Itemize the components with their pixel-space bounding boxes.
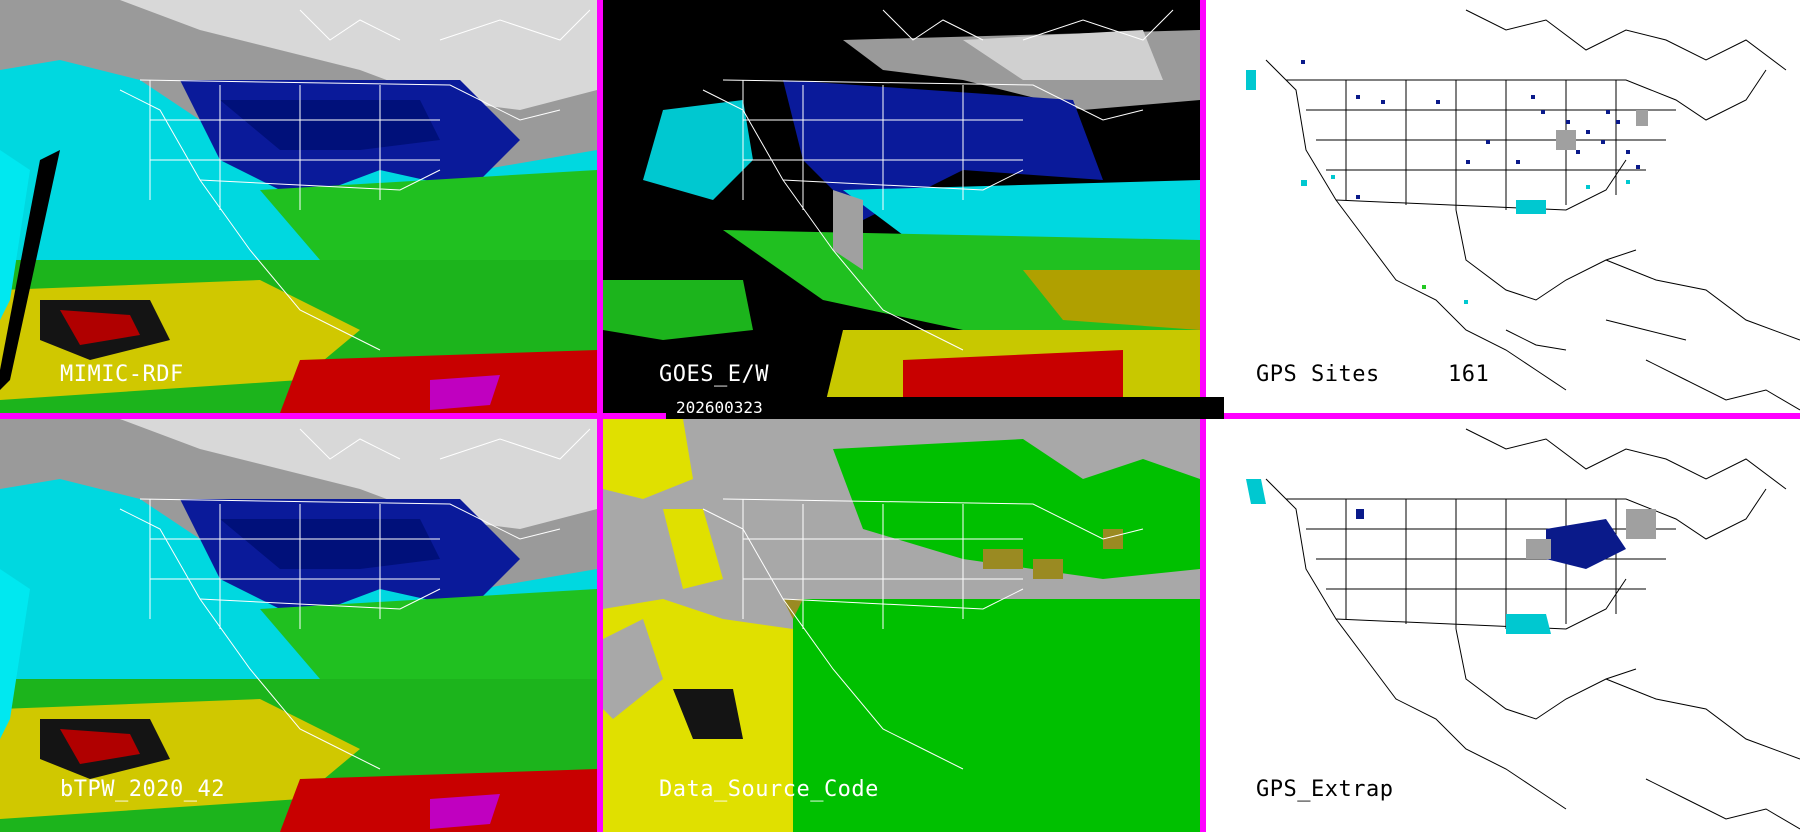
panel-mimic-rdf: MIMIC-RDF xyxy=(0,0,597,413)
panel-goes-ew: GOES_E/W xyxy=(603,0,1200,413)
panel-btpw: bTPW_2020_42 xyxy=(0,419,597,832)
panel-label-goes-ew: GOES_E/W xyxy=(659,362,769,387)
data-source-map xyxy=(603,419,1200,832)
gps-sites-map xyxy=(1206,0,1800,413)
gps-site-count: 161 xyxy=(1448,362,1490,387)
panel-label-gps-extrap: GPS_Extrap xyxy=(1256,777,1394,802)
tpw-map-goes xyxy=(603,0,1200,413)
panel-label-mimic-rdf: MIMIC-RDF xyxy=(60,362,184,387)
panel-label-data-source-code: Data_Source_Code xyxy=(659,777,879,802)
panel-gps-sites: GPS Sites 161 xyxy=(1206,0,1800,413)
panel-data-source-code: Data_Source_Code xyxy=(603,419,1200,832)
tpw-map-btpw xyxy=(0,419,597,832)
panel-label-gps-sites: GPS Sites xyxy=(1256,362,1380,387)
panel-gps-extrap: GPS_Extrap xyxy=(1206,419,1800,832)
panel-label-btpw: bTPW_2020_42 xyxy=(60,777,225,802)
gps-site-markers xyxy=(1301,60,1640,199)
tpw-map-mimic xyxy=(0,0,597,413)
gps-extrap-map xyxy=(1206,419,1800,832)
timestamp-bar: 202600323 xyxy=(666,397,1224,419)
